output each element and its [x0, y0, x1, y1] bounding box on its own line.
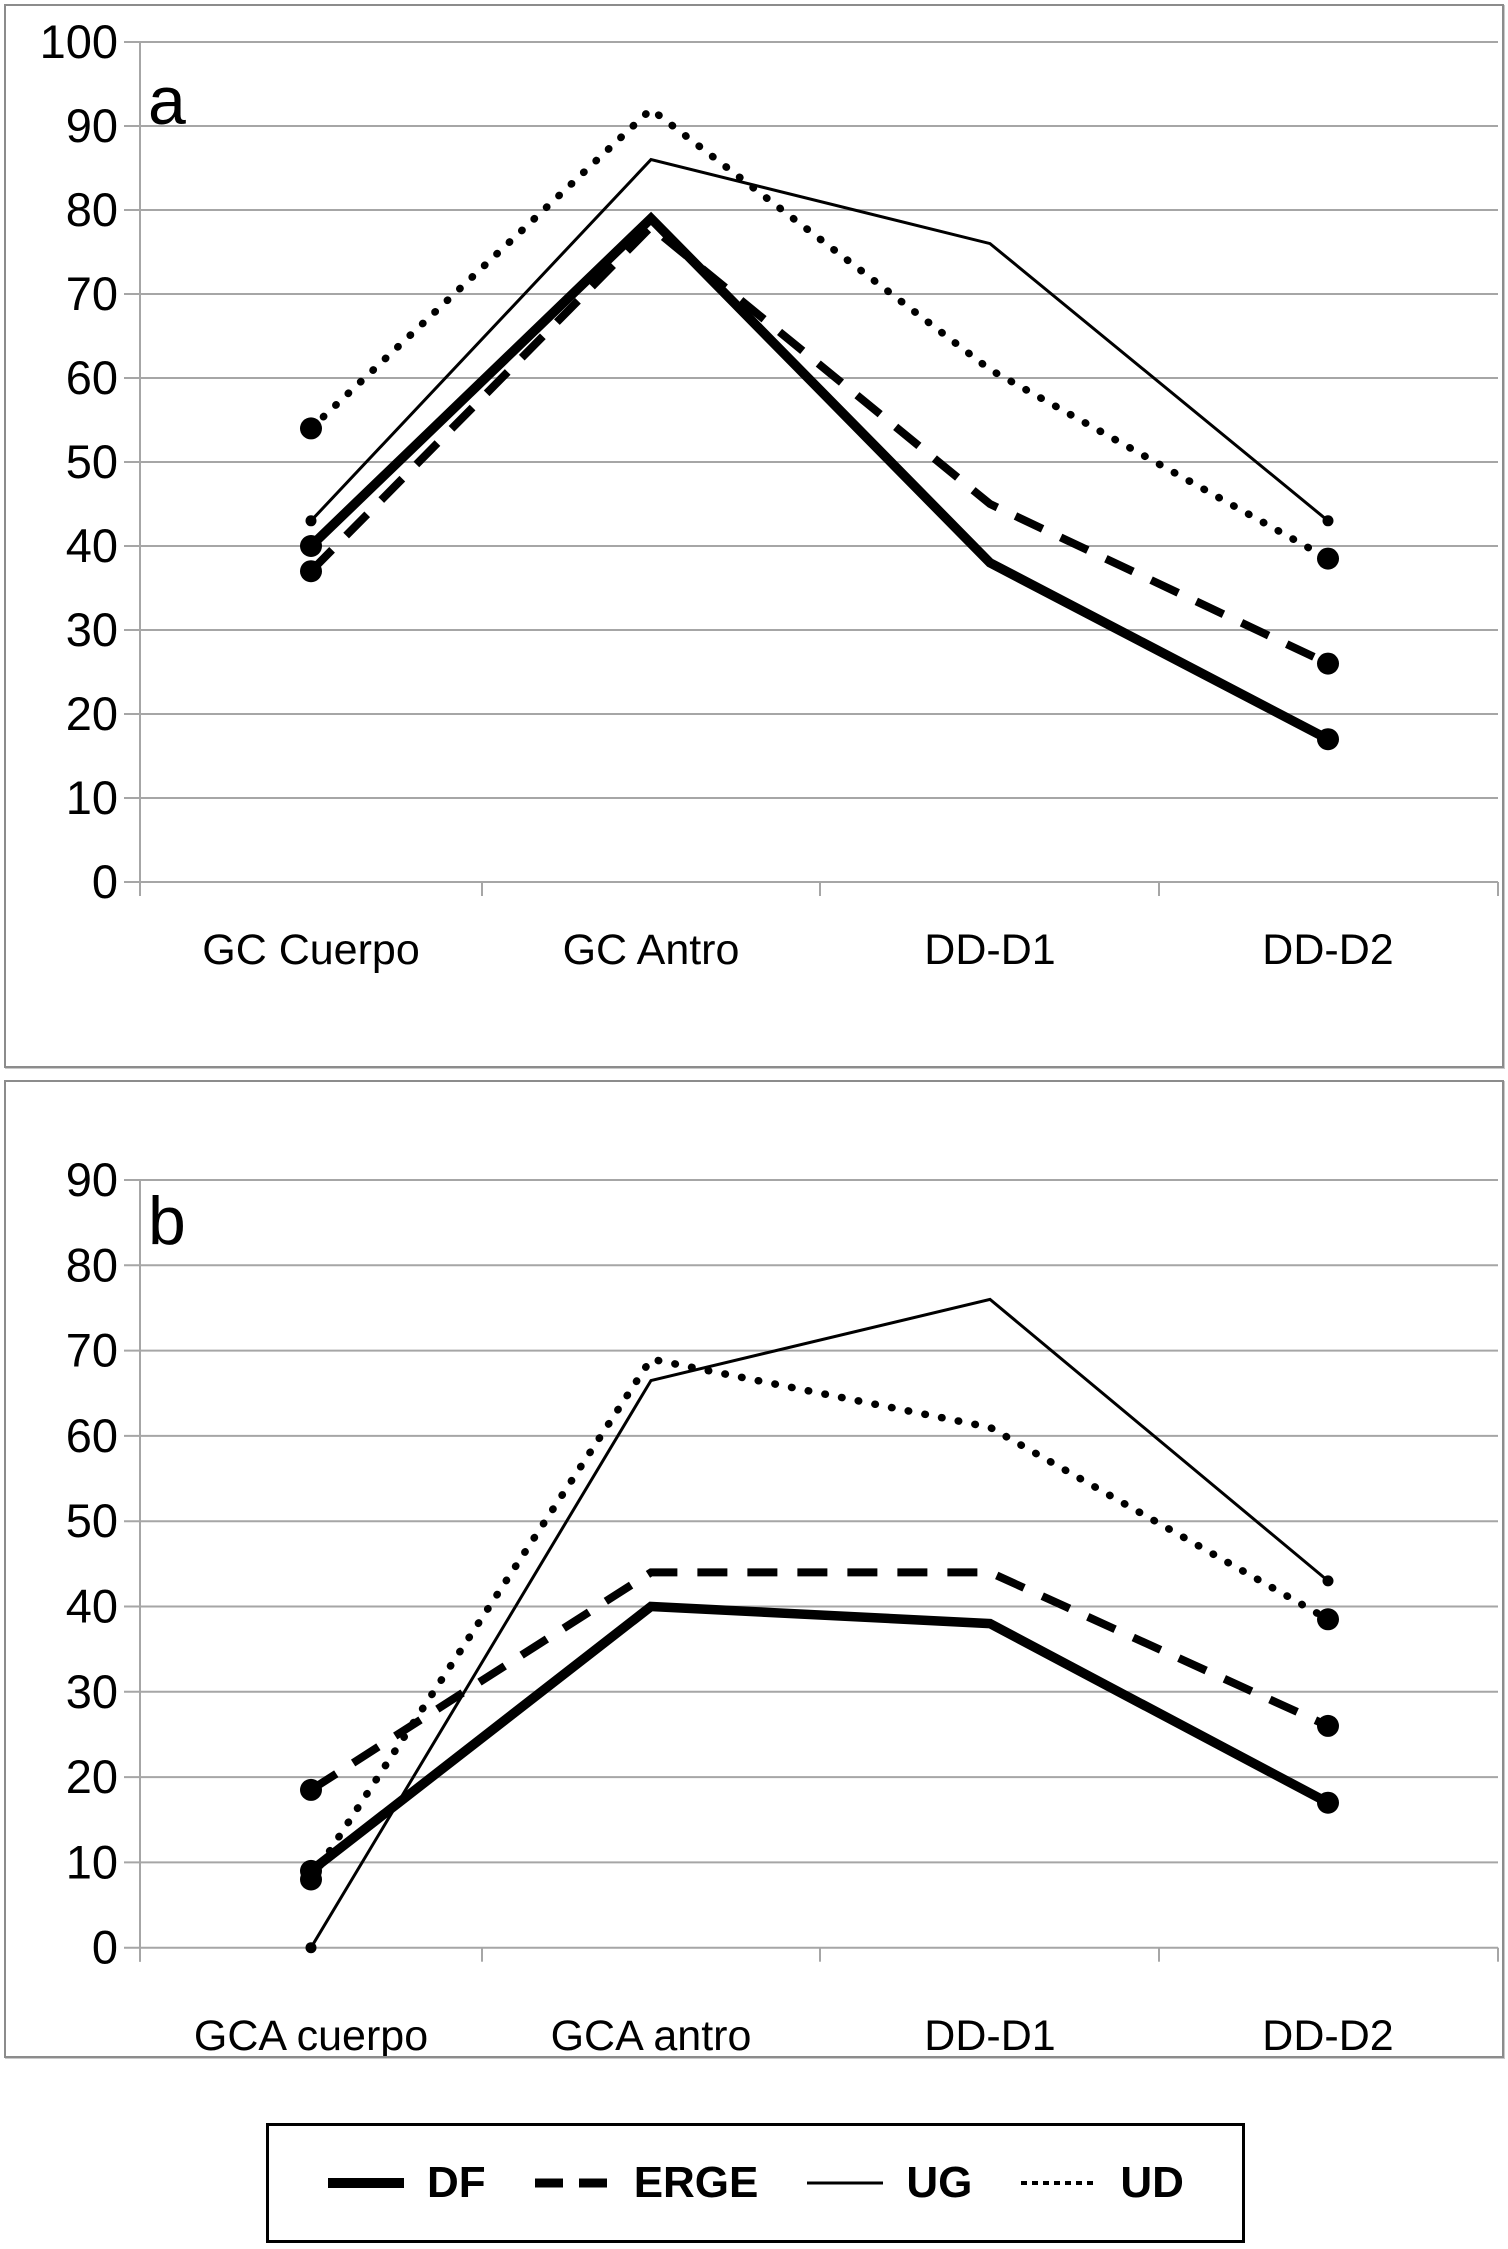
legend-item-UG: UG [806, 2158, 972, 2208]
x-axis-category-label: GCA cuerpo [194, 2012, 428, 2056]
x-axis-category-label: DD-D2 [1262, 2012, 1393, 2056]
series-line-DF [308, 1601, 1331, 1875]
legend-box: DF ERGE UG UD [266, 2123, 1245, 2243]
legend-item-UD: UD [1020, 2158, 1184, 2208]
legend-label: ERGE [633, 2158, 759, 2207]
y-axis-tick-label: 80 [66, 183, 118, 236]
legend-item-DF: DF [327, 2158, 486, 2208]
y-axis-tick-label: 70 [66, 1324, 118, 1377]
x-axis-category-label: DD-D1 [924, 926, 1055, 974]
y-axis-tick-label: 20 [66, 1750, 118, 1803]
y-axis-tick-label: 10 [66, 1835, 118, 1888]
y-axis-tick-label: 10 [66, 771, 118, 824]
x-axis-category-label: DD-D1 [924, 2012, 1055, 2056]
series-UG-end-marker [1322, 515, 1334, 527]
x-axis-category-label: GC Antro [563, 926, 740, 974]
y-axis-tick-label: 50 [66, 435, 118, 488]
thin-line-swatch [807, 2181, 884, 2185]
legend-label: UD [1120, 2158, 1184, 2207]
chart-panel-b: 90 80 70 60 50 40 30 20 10 0 GCA cuerpo GCA antro DD… [4, 1080, 1504, 2058]
series-UG-start-marker [305, 515, 317, 527]
y-axis-tick-label: 60 [66, 1409, 118, 1462]
y-axis-tick-label: 0 [92, 1921, 118, 1974]
y-axis-tick-label: 40 [66, 1580, 118, 1633]
y-axis-tick-label: 0 [92, 855, 118, 908]
y-axis-tick-label: 30 [66, 1665, 118, 1718]
series-ERGE-end-marker [1317, 652, 1339, 675]
y-axis-tick-label: 30 [66, 603, 118, 656]
series-line-DF [307, 211, 1331, 744]
series-DF-end-marker [1317, 1791, 1339, 1814]
panel-letter-a: a [148, 63, 186, 139]
thick-line-swatch [328, 2178, 405, 2188]
y-axis-tick-label: 60 [66, 351, 118, 404]
series-line-UG [309, 1297, 1329, 1949]
legend-label: UG [906, 2158, 973, 2207]
y-axis-tick-label: 80 [66, 1238, 118, 1291]
y-axis-tick-label: 20 [66, 687, 118, 740]
series-UG-end-marker [1322, 1575, 1334, 1587]
series-DF-end-marker [1317, 728, 1339, 751]
series-UD-end-marker [1317, 547, 1339, 570]
y-axis-tick-label: 90 [66, 99, 118, 152]
x-axis-category-label: DD-D2 [1262, 926, 1393, 974]
series-UD-end-marker [1317, 1608, 1339, 1631]
series-DF-start-marker [300, 535, 322, 557]
y-axis-tick-label: 50 [66, 1494, 118, 1547]
series-UD-start-marker [300, 417, 322, 440]
series-line-ERGE [308, 221, 1330, 668]
chart-panel-a: 100 90 80 70 60 50 40 30 20 10 0 GC Cuerpo GC Antro D… [4, 4, 1504, 1068]
series-ERGE-start-marker [300, 560, 322, 583]
y-axis-tick-label: 70 [66, 267, 118, 320]
series-UD-start-marker [300, 1868, 322, 1891]
y-axis-tick-label: 40 [66, 519, 118, 572]
series-UG-start-marker [305, 1942, 317, 1954]
legend-label: DF [427, 2158, 486, 2207]
series-ERGE-end-marker [1317, 1714, 1339, 1737]
series-ERGE-start-marker [300, 1778, 322, 1801]
y-axis-tick-label: 100 [40, 15, 118, 68]
series-line-UD [307, 104, 1332, 563]
panel-letter-b: b [148, 1183, 186, 1259]
dotted-line-swatch [1021, 2181, 1098, 2185]
series-line-UG [309, 157, 1329, 522]
y-axis-tick-label: 90 [66, 1153, 118, 1206]
legend-item-ERGE: ERGE [534, 2158, 759, 2208]
series-line-ERGE [308, 1568, 1330, 1794]
line-chart-b: 90 80 70 60 50 40 30 20 10 0 GCA cuerpo GCA antro DD… [66, 1153, 1499, 2056]
x-axis-category-label: GCA antro [551, 2012, 752, 2056]
dashed-line-swatch [534, 2178, 611, 2188]
x-axis-category-label: GC Cuerpo [202, 926, 419, 974]
